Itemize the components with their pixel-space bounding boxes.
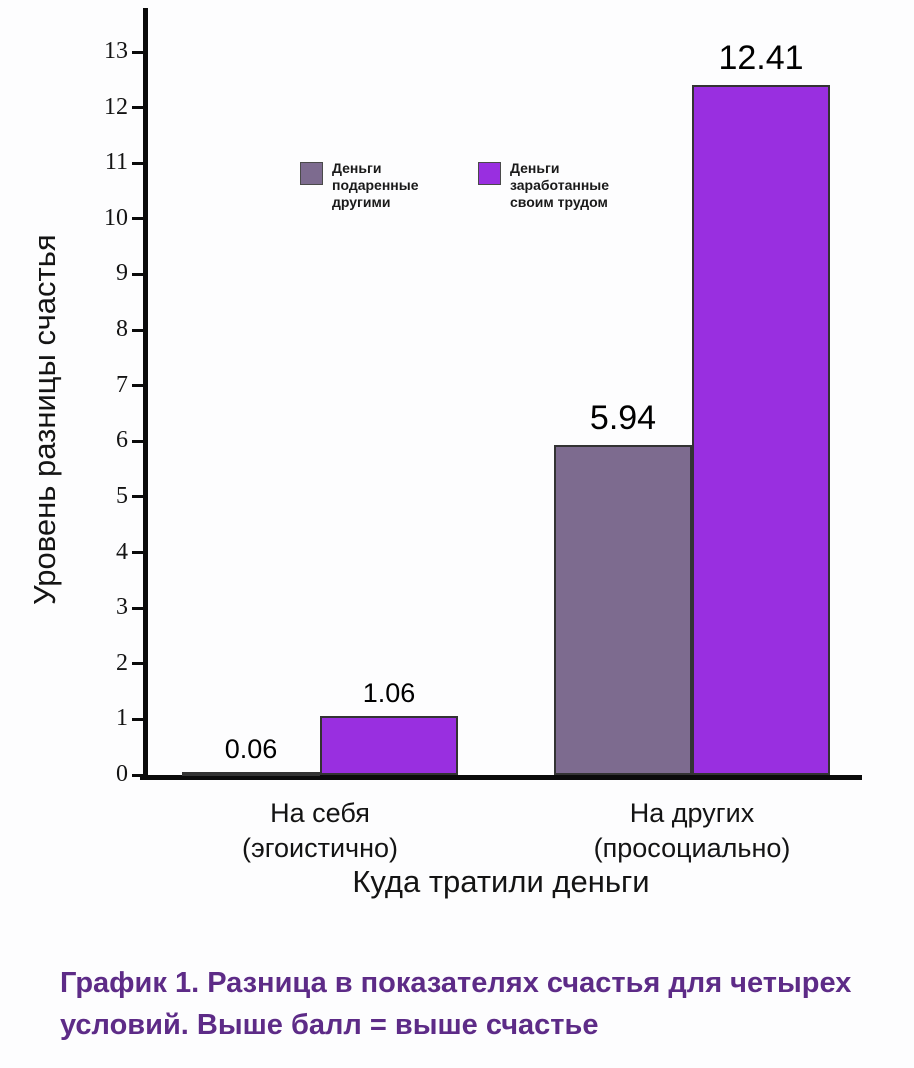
y-tick xyxy=(132,439,143,443)
y-tick xyxy=(132,161,143,165)
y-tick-label: 2 xyxy=(116,649,128,676)
chart-caption: График 1. Разница в показателях счастья … xyxy=(60,967,852,1042)
y-tick-label: 9 xyxy=(116,260,128,287)
y-tick xyxy=(132,272,143,276)
y-tick xyxy=(132,50,143,54)
bar-series1-cat1 xyxy=(182,771,320,776)
legend-swatch xyxy=(300,162,323,185)
bar-series1-cat2 xyxy=(554,444,692,775)
bar-value-label: 0.06 xyxy=(224,733,278,764)
legend-item: Деньги подаренные другими xyxy=(300,160,419,211)
y-axis-line xyxy=(143,8,148,780)
bar-value-label: 12.41 xyxy=(718,38,804,77)
y-tick xyxy=(132,717,143,721)
y-tick xyxy=(132,106,143,110)
bar-value-label: 1.06 xyxy=(362,678,416,709)
y-tick xyxy=(132,662,143,666)
legend-swatch xyxy=(478,162,501,185)
y-tick xyxy=(132,773,143,777)
y-tick xyxy=(132,606,143,610)
y-tick-label: 4 xyxy=(116,538,128,565)
x-axis-title: Куда тратили деньги xyxy=(352,864,650,899)
y-tick xyxy=(132,495,143,499)
legend-label: Деньги подаренные другими xyxy=(332,160,419,211)
y-tick-label: 0 xyxy=(116,760,128,787)
y-tick-label: 5 xyxy=(116,482,128,509)
y-tick xyxy=(132,384,143,388)
y-tick-label: 1 xyxy=(116,705,128,732)
legend-label: Деньги заработанные своим трудом xyxy=(510,160,610,211)
y-tick-label: 6 xyxy=(116,427,128,454)
x-axis-line xyxy=(140,775,862,780)
y-tick-label: 12 xyxy=(104,93,128,120)
y-tick-label: 7 xyxy=(116,371,128,398)
legend-item: Деньги заработанные своим трудом xyxy=(478,160,609,211)
y-tick-label: 3 xyxy=(116,594,128,621)
y-axis-title: Уровень разницы счастья xyxy=(27,234,62,606)
x-category-label: На себя (эгоистично) xyxy=(241,798,399,864)
y-tick xyxy=(132,217,143,221)
bar-value-label: 5.94 xyxy=(589,398,657,437)
y-tick-label: 11 xyxy=(104,149,128,176)
y-tick-label: 13 xyxy=(104,37,128,64)
bar-series2-cat1 xyxy=(320,716,458,775)
y-tick xyxy=(132,551,143,555)
y-tick-label: 10 xyxy=(104,204,128,231)
y-tick-label: 8 xyxy=(116,316,128,343)
bar-series2-cat2 xyxy=(692,84,830,775)
x-category-label: На других (просоциально) xyxy=(593,798,791,864)
y-tick xyxy=(132,328,143,332)
